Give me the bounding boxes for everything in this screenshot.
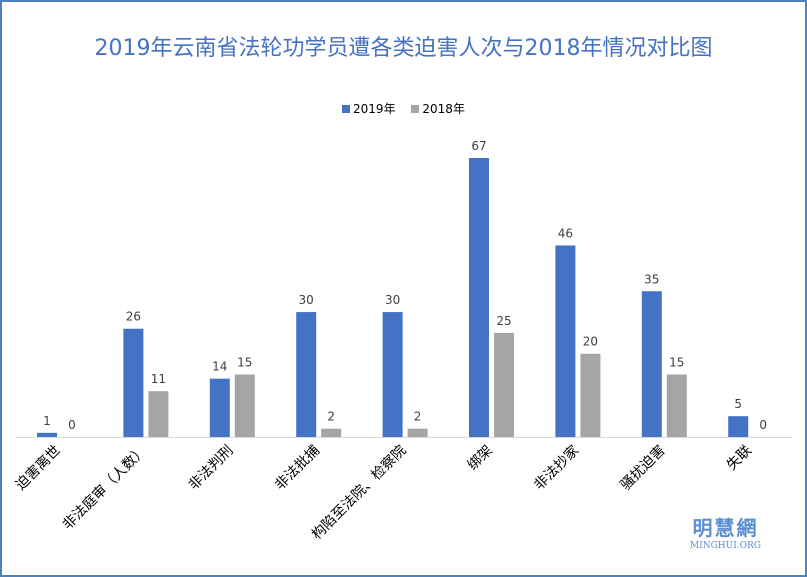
minghui-logo: 明慧網 MINGHUI.ORG	[690, 512, 761, 551]
data-label: 2	[414, 410, 422, 424]
category-label: 迫害离世	[12, 442, 64, 494]
legend-swatch	[411, 104, 420, 113]
bar-2019	[123, 328, 144, 437]
category-label: 非法批捕	[272, 443, 323, 494]
legend-item-2018: 2018年	[411, 100, 465, 117]
bar-2019	[209, 378, 230, 437]
data-label: 25	[496, 314, 511, 328]
data-label: 0	[759, 418, 767, 432]
legend-label: 2019年	[353, 102, 396, 116]
bar-2019	[296, 312, 317, 437]
bar-2019	[382, 312, 403, 437]
bar-2018	[321, 428, 342, 437]
data-label: 26	[126, 310, 141, 324]
legend: 2019年 2018年	[2, 100, 805, 117]
category-label: 构陷至法院、检察院	[308, 442, 409, 543]
data-label: 11	[151, 372, 166, 386]
bar-2018	[234, 374, 255, 437]
bar-2018	[148, 391, 169, 437]
category-label: 绑架	[465, 443, 496, 474]
data-label: 67	[471, 139, 486, 153]
bar-2019	[37, 432, 57, 437]
chart-title: 2019年云南省法轮功学员遭各类迫害人次与2018年情况对比图	[94, 36, 713, 61]
category-label: 失联	[724, 443, 755, 474]
data-label: 15	[669, 356, 684, 370]
bar-2018	[407, 428, 428, 437]
bar-2019	[469, 158, 489, 437]
data-label: 5	[734, 397, 742, 411]
category-label: 非法抄家	[531, 442, 583, 494]
data-label: 15	[237, 356, 252, 370]
bar-2019	[728, 416, 749, 437]
legend-swatch	[342, 104, 351, 113]
bar-2018	[666, 374, 687, 437]
data-label: 20	[583, 335, 598, 349]
bar-2019	[555, 245, 576, 437]
logo-cn: 明慧網	[692, 516, 759, 540]
bar-2018	[580, 353, 601, 437]
data-label: 0	[68, 418, 76, 432]
data-label: 14	[212, 360, 227, 374]
bar-2019	[641, 291, 662, 437]
data-label: 46	[558, 226, 573, 240]
bar-2018	[494, 332, 514, 437]
legend-label: 2018年	[422, 102, 465, 116]
category-label: 非法庭审（人数）	[59, 442, 150, 533]
data-label: 30	[385, 293, 400, 307]
data-label: 1	[43, 414, 51, 428]
logo-en: MINGHUI.ORG	[689, 541, 761, 551]
legend-item-2019: 2019年	[342, 100, 396, 117]
category-label: 骚扰迫害	[618, 443, 669, 494]
data-label: 2	[327, 410, 335, 424]
data-label: 30	[299, 293, 314, 307]
data-label: 35	[644, 272, 659, 286]
category-label: 非法判刑	[186, 443, 237, 494]
